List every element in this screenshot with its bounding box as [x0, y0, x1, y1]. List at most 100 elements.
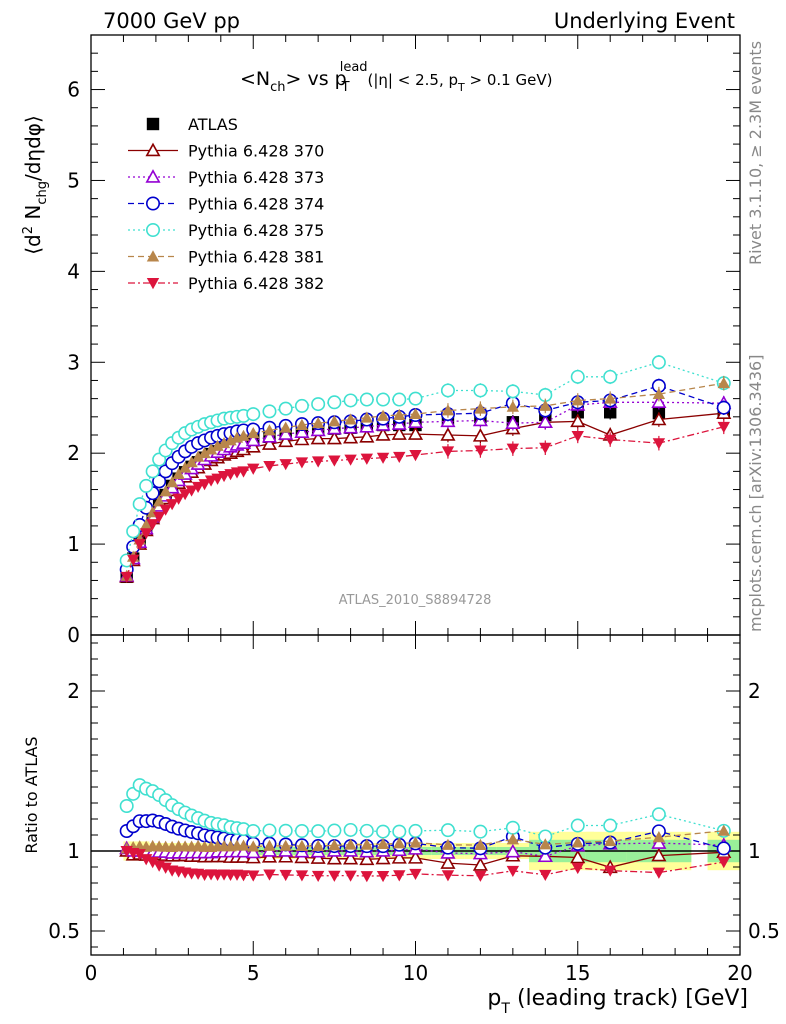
ratio-point	[343, 822, 358, 837]
legend-marker	[145, 142, 161, 157]
data-point	[279, 421, 292, 433]
data-point	[152, 474, 167, 489]
y-tick-label: 1	[67, 532, 80, 556]
data-point	[311, 397, 326, 412]
ratio-point	[295, 839, 309, 851]
legend-marker	[145, 169, 161, 183]
ratio-point	[570, 849, 586, 864]
ratio-point	[311, 839, 325, 852]
data-point	[359, 392, 374, 407]
data-point	[120, 571, 133, 584]
data-point	[172, 493, 185, 505]
ratio-point	[408, 823, 423, 838]
ratio-point	[279, 839, 292, 851]
ratio-point	[571, 836, 584, 848]
data-point	[344, 413, 357, 425]
data-point	[716, 400, 731, 415]
ratio-point	[652, 867, 666, 879]
ratio-point	[473, 824, 488, 839]
data-point	[237, 466, 250, 478]
ratio-point	[263, 839, 276, 851]
legend-item: ATLAS	[146, 115, 238, 134]
data-point	[344, 454, 357, 466]
ratio-point	[375, 850, 391, 865]
data-point	[408, 391, 423, 406]
data-point	[263, 424, 276, 436]
data-point	[391, 426, 407, 440]
data-point	[126, 554, 140, 566]
data-point	[159, 485, 172, 497]
legend-item: Pythia 6.428 382	[128, 274, 324, 293]
upper-panel-series	[119, 355, 732, 584]
data-point	[392, 392, 407, 407]
data-point	[295, 418, 309, 430]
data-point	[152, 495, 166, 507]
ratio-point	[651, 807, 666, 822]
data-point	[441, 446, 455, 458]
data-point	[165, 476, 179, 488]
ratio-point	[263, 869, 276, 881]
ratio-point	[409, 868, 422, 881]
data-point	[185, 485, 198, 497]
data-point	[133, 539, 146, 551]
data-point	[359, 428, 375, 443]
data-point	[473, 383, 488, 398]
ratio-point	[474, 870, 487, 882]
x-tick-label: 15	[565, 961, 590, 985]
data-point	[506, 443, 520, 455]
data-point	[191, 450, 205, 462]
ratio-point	[328, 839, 341, 851]
ratio-point	[407, 850, 424, 864]
data-point	[505, 384, 520, 399]
data-point	[172, 467, 185, 480]
lower-ylabel: Ratio to ATLAS	[22, 736, 41, 853]
y-tick-label: 6	[67, 78, 80, 102]
y-tick-label: 2	[67, 441, 80, 465]
ratio-point	[311, 870, 325, 882]
ratio-point	[146, 857, 159, 869]
data-point	[326, 430, 342, 445]
data-point	[311, 416, 325, 429]
data-point	[376, 452, 390, 464]
data-point	[440, 427, 456, 441]
legend-marker	[146, 117, 160, 131]
ratio-point	[344, 870, 357, 882]
legend-label: Pythia 6.428 382	[188, 274, 324, 293]
data-point	[191, 481, 205, 494]
ratio-y-tick-label: 0.5	[48, 919, 80, 943]
data-point	[603, 369, 618, 384]
ratio-point	[376, 824, 391, 839]
ratio-point	[328, 870, 341, 882]
data-point	[505, 415, 521, 429]
ratio-point	[359, 851, 375, 866]
ratio-point	[119, 798, 134, 813]
data-point	[261, 428, 278, 443]
legend-marker	[146, 250, 160, 262]
ratio-point	[570, 818, 585, 833]
data-point	[261, 436, 278, 450]
data-point	[717, 421, 730, 434]
ratio-point	[278, 823, 293, 838]
ratio-point	[344, 838, 357, 850]
x-tick-label: 10	[403, 961, 428, 985]
data-point	[294, 398, 309, 413]
data-point	[152, 511, 166, 524]
ratio-point	[441, 870, 455, 882]
ratio-point	[311, 824, 326, 839]
ratio-point	[441, 838, 455, 850]
data-point	[159, 504, 172, 516]
data-point	[360, 411, 374, 423]
ratio-point	[604, 865, 617, 877]
data-point	[132, 497, 147, 512]
ratio-point	[506, 865, 520, 878]
data-point	[294, 424, 310, 439]
data-point	[376, 409, 390, 421]
data-point	[278, 426, 294, 440]
plot-title: <Nch> vs plead T (|η| < 2.5, pT > 0.1 GeV)	[240, 60, 552, 95]
legend-item: Pythia 6.428 375	[128, 221, 324, 240]
legend-item: Pythia 6.428 374	[128, 195, 324, 214]
data-point	[651, 411, 667, 426]
rivet-label: Rivet 3.1.10, ≥ 2.3M events	[746, 41, 765, 265]
data-point	[360, 453, 374, 465]
ratio-point	[326, 850, 342, 865]
